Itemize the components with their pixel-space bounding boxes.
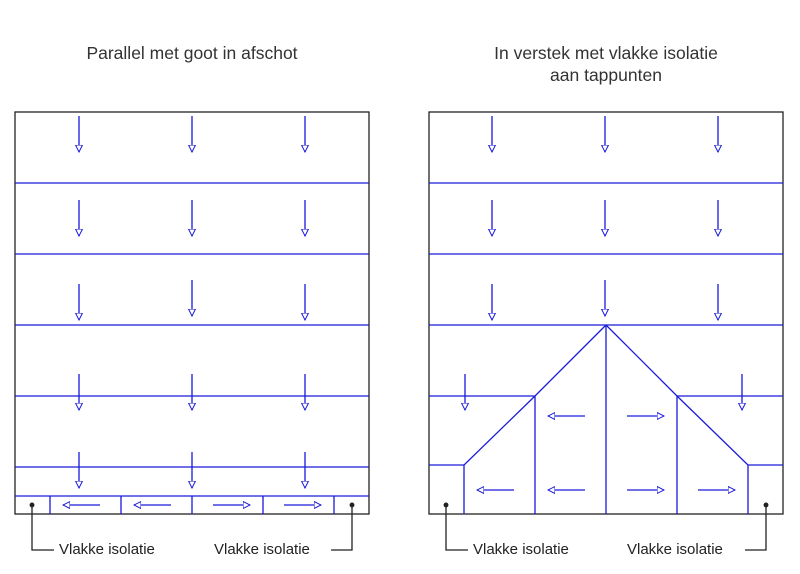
callout-leader: [745, 505, 767, 551]
left-panel-callouts: [29, 502, 355, 551]
right-panel: [428, 111, 784, 551]
callout-leader: [331, 505, 353, 551]
left-callout-label-left: Vlakke isolatie: [59, 541, 155, 558]
right-panel-slope-arrows: [465, 116, 742, 490]
miter-line-right: [605, 324, 749, 514]
callout-leader: [31, 505, 54, 551]
right-callout-label-left: Vlakke isolatie: [473, 541, 569, 558]
miter-line-left: [463, 324, 607, 514]
right-panel-title-line1: In verstek met vlakke isolatie: [494, 43, 718, 63]
callout-leader: [445, 505, 468, 551]
right-callout-label-right: Vlakke isolatie: [627, 541, 723, 558]
left-callout-label-right: Vlakke isolatie: [214, 541, 310, 558]
right-panel-callouts: [443, 502, 769, 551]
right-panel-title-line2: aan tappunten: [550, 65, 662, 85]
left-panel-slope-arrows: [63, 116, 321, 505]
right-panel-layout-lines: [429, 182, 783, 514]
left-panel-title: Parallel met goot in afschot: [86, 43, 298, 63]
left-panel: [14, 111, 370, 551]
